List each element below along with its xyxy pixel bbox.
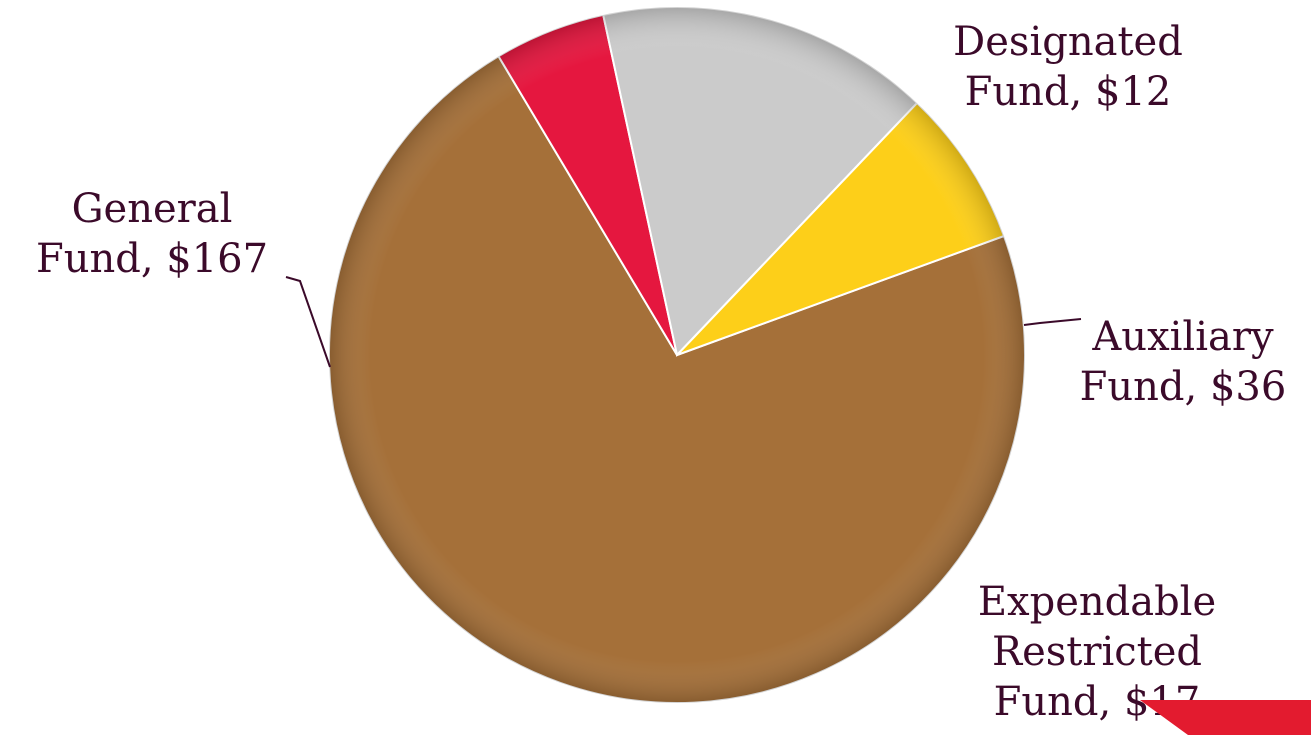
pie-slices — [328, 6, 1026, 704]
data-label-general-fund: General Fund, $167 — [36, 186, 268, 282]
leader-line-auxiliary-fund — [1023, 318, 1082, 326]
leader-lines — [285, 276, 1082, 368]
data-label-designated-fund: Designated Fund, $12 — [953, 19, 1183, 115]
pie-rim-shading — [329, 7, 1025, 703]
slice-labels: General Fund, $167 Designated Fund, $12 Auxi… — [36, 19, 1286, 725]
leader-line-general-fund — [285, 276, 331, 368]
data-label-auxiliary-fund: Auxiliary Fund, $36 — [1080, 314, 1287, 410]
data-label-expendable-restricted-fund: Expendable Restricted Fund, $17 — [978, 579, 1216, 725]
